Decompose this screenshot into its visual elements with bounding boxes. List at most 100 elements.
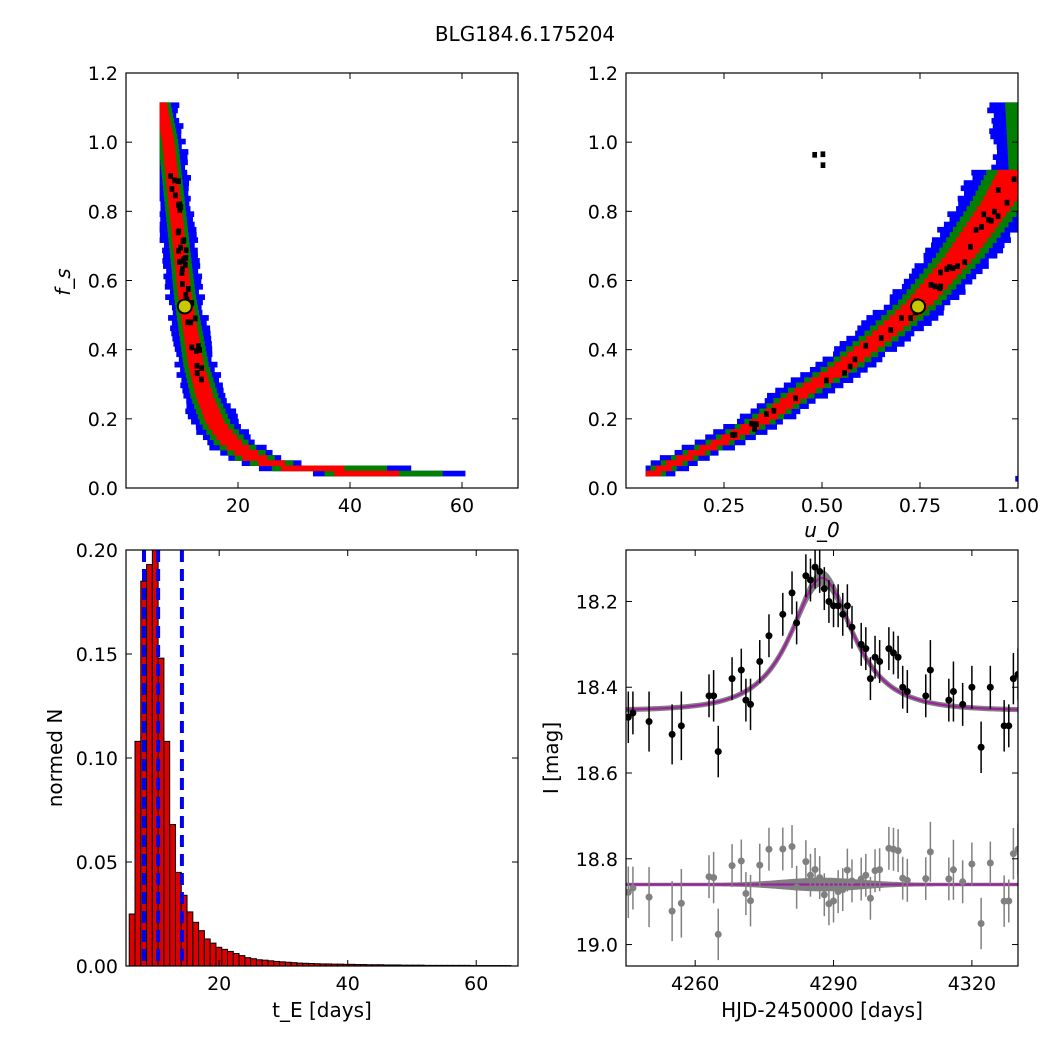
contour-core-cell: [178, 204, 184, 210]
data-point: [894, 653, 902, 661]
contour-cell: [991, 164, 1018, 171]
residual-point: [843, 866, 851, 874]
y-tick-label: 1.0: [588, 132, 618, 154]
data-point: [756, 658, 764, 666]
contour-cell: [996, 143, 1018, 150]
best-fit-marker: [176, 298, 193, 315]
contour-core-cell: [177, 259, 182, 265]
data-point: [866, 675, 874, 683]
histogram-bar: [163, 740, 171, 967]
contour-core-cell: [938, 269, 943, 276]
contour-cell: [170, 216, 183, 223]
contour-core-cell: [168, 173, 174, 179]
y-tick-label: 19.0: [576, 935, 618, 957]
data-point: [677, 722, 685, 730]
residual-point: [788, 843, 796, 851]
residual-point: [714, 930, 722, 938]
contour-core-cell: [194, 362, 200, 369]
residual-point: [949, 866, 957, 874]
contour-cell: [170, 221, 184, 228]
contour-core-cell: [852, 356, 858, 363]
data-point: [626, 713, 632, 721]
residual-point: [1014, 845, 1018, 853]
data-point: [1005, 722, 1013, 730]
residual-point: [765, 845, 773, 853]
histogram-bar: [238, 955, 246, 967]
data-point: [922, 692, 930, 700]
contour-core-cell: [172, 192, 178, 199]
contour-core-cell: [863, 342, 869, 349]
model-uncertainty-band: [626, 570, 1018, 713]
contour-cell: [859, 341, 885, 347]
data-point: [645, 718, 653, 726]
data-point: [834, 602, 842, 610]
data-point: [926, 666, 934, 674]
contour-cell: [1007, 143, 1018, 150]
residual-point: [986, 859, 994, 867]
contour-core-cell: [185, 285, 191, 292]
y-tick-label: 0.4: [88, 340, 118, 362]
residual-point: [626, 888, 632, 896]
contour-cell: [983, 195, 1018, 202]
residual-point: [802, 858, 810, 866]
data-point: [793, 619, 801, 627]
x-axis-label: HJD-2450000 [days]: [721, 998, 923, 1022]
contour-cell: [186, 351, 202, 358]
histogram-bar: [261, 959, 269, 967]
residual-point: [645, 893, 653, 901]
contour-core-cell: [194, 370, 200, 377]
contour-core-cell: [197, 347, 203, 353]
residual-point: [728, 862, 736, 870]
residual-point: [811, 865, 819, 873]
residual-point: [742, 890, 750, 898]
contour-cell: [216, 434, 238, 441]
contour-cell: [945, 252, 976, 259]
y-axis-label: f_s: [51, 268, 75, 295]
contour-cell: [185, 341, 201, 347]
data-point: [668, 730, 676, 738]
contour-cell: [948, 247, 980, 254]
data-point: [986, 683, 994, 691]
contour-cell: [802, 382, 825, 389]
contour-cell: [164, 164, 178, 171]
x-axis-label: u_0: [804, 518, 839, 542]
histogram-bar: [169, 824, 176, 967]
y-tick-label: 0.0: [588, 478, 618, 500]
histogram-bar: [209, 942, 217, 967]
data-point: [1009, 675, 1017, 683]
contour-cell: [853, 346, 878, 352]
contour-cell: [197, 398, 216, 404]
residual-point: [779, 845, 787, 853]
contour-cell: [973, 211, 1007, 218]
y-tick-label: 18.6: [576, 763, 618, 785]
contour-core-cell: [988, 217, 994, 224]
panel-lightcurve: 4260 4290 4320 18.2 18.4 18.6 18.8 19.0 HJD-2450…: [539, 549, 1019, 1022]
contour-cell: [840, 356, 865, 363]
contour-cell: [159, 107, 169, 114]
contour-core-cell: [946, 264, 952, 271]
contour-cell: [184, 335, 200, 342]
contour-cell: [959, 232, 991, 238]
data-point: [788, 589, 796, 597]
y-tick-label: 0.0: [88, 478, 118, 500]
histogram-bar: [227, 950, 234, 967]
contour-core-cell: [181, 237, 187, 244]
contour-core-cell: [888, 327, 894, 333]
data-point: [959, 700, 967, 708]
contour-cell: [645, 470, 661, 477]
contour-cell: [987, 107, 1018, 114]
contour-cell: [162, 138, 175, 145]
contour-cell: [910, 294, 939, 301]
contour-cell: [941, 258, 972, 264]
residual-point: [903, 876, 911, 884]
contour-cell: [174, 252, 187, 259]
contour-cell: [205, 418, 225, 425]
contour-core-cell: [1011, 176, 1017, 183]
contour-core-cell: [193, 348, 199, 354]
residual-point: [756, 861, 764, 869]
data-point: [839, 610, 847, 618]
data-point: [820, 585, 828, 593]
contour-cell: [1005, 102, 1018, 109]
contour-core-cell: [192, 315, 198, 322]
histogram-bar: [255, 959, 263, 967]
